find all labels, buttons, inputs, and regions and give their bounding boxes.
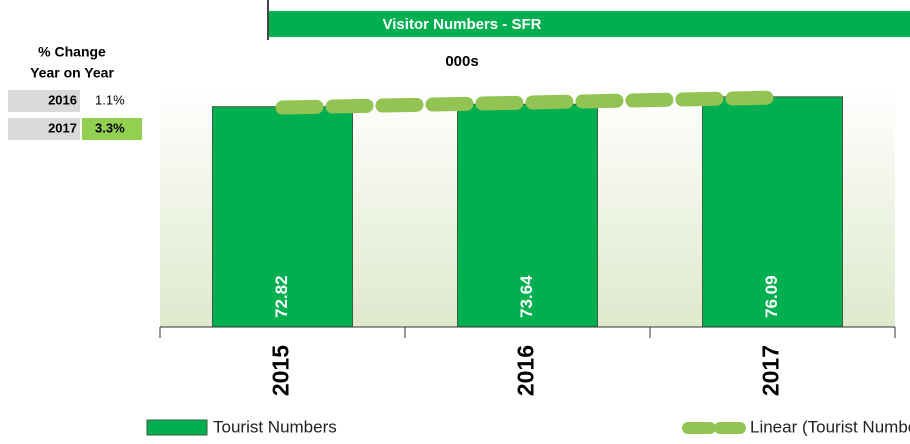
legend-label: Tourist Numbers: [213, 417, 337, 436]
trendline: [275, 90, 780, 115]
table-cell: [8, 118, 80, 140]
bar: [457, 103, 598, 328]
legend-label: Linear (Tourist Numbers): [750, 417, 910, 436]
table-year: 2017: [48, 120, 77, 135]
data-label: 76.09: [762, 275, 781, 318]
table-change: 3.3%: [95, 120, 125, 135]
chart-subtitle: 000s: [445, 53, 478, 70]
data-label: 72.82: [272, 275, 291, 318]
header-bar: [268, 11, 910, 37]
data-label: 73.64: [517, 275, 536, 318]
table-cell: [8, 90, 80, 112]
chart-title: Visitor Numbers - SFR: [383, 16, 542, 33]
x-tick-label: 2015: [268, 345, 294, 396]
table-title: % Change: [38, 44, 106, 60]
x-tick-label: 2016: [513, 345, 539, 396]
table-title: Year on Year: [30, 65, 114, 81]
legend-swatch: [146, 419, 208, 436]
table-change: 1.1%: [95, 92, 125, 107]
table-cell-highlight: [82, 118, 142, 140]
x-tick-label: 2017: [758, 345, 784, 396]
bar: [212, 106, 353, 328]
table-year: 2016: [48, 92, 77, 107]
